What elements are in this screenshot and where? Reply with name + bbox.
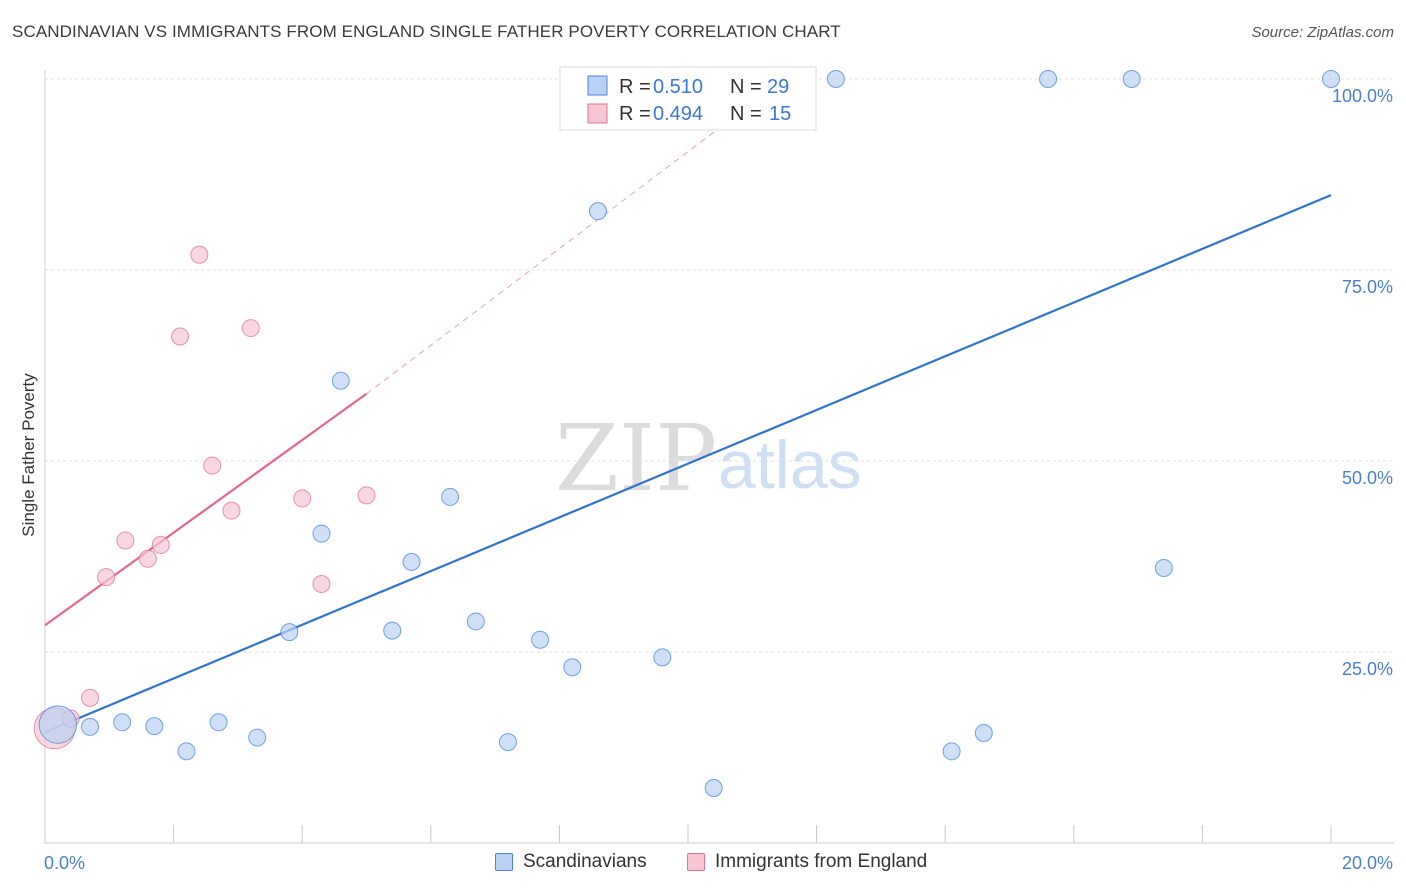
gridlines bbox=[45, 78, 1394, 653]
point-scandinavians-17 bbox=[588, 202, 607, 221]
point-scandinavians-19 bbox=[653, 648, 672, 667]
point-england-14 bbox=[357, 486, 376, 505]
point-scandinavians-16 bbox=[563, 658, 582, 677]
point-scandinavians-10 bbox=[383, 621, 402, 640]
point-scandinavians-0 bbox=[38, 705, 78, 744]
point-scandinavians-27 bbox=[1154, 558, 1173, 577]
y-tick-label-100: 100.0% bbox=[1332, 86, 1393, 106]
point-england-10 bbox=[222, 501, 241, 520]
point-england-7 bbox=[171, 327, 190, 346]
legend-r-value-1: 0.510 bbox=[653, 76, 703, 98]
point-scandinavians-24 bbox=[974, 723, 993, 742]
point-scandinavians-15 bbox=[531, 630, 550, 649]
legend-n-value-1: 29 bbox=[767, 76, 789, 98]
y-axis-label: Single Father Poverty bbox=[19, 373, 38, 537]
legend-swatch-england bbox=[587, 103, 608, 124]
point-scandinavians-28 bbox=[1322, 70, 1340, 88]
point-scandinavians-20 bbox=[704, 778, 723, 797]
point-scandinavians-7 bbox=[280, 623, 299, 642]
legend-r-value-2: 0.494 bbox=[653, 103, 703, 125]
bottom-legend-swatch-scandinavians bbox=[495, 853, 513, 871]
data-points bbox=[33, 70, 1340, 797]
x-tick-label-max: 20.0% bbox=[1342, 853, 1393, 873]
legend-swatch-scandinavians bbox=[587, 75, 608, 96]
point-england-8 bbox=[190, 245, 209, 264]
point-scandinavians-13 bbox=[466, 612, 485, 631]
chart-source: Source: ZipAtlas.com bbox=[1251, 24, 1394, 41]
point-scandinavians-4 bbox=[177, 742, 196, 761]
point-england-5 bbox=[138, 549, 157, 568]
point-scandinavians-3 bbox=[145, 717, 164, 736]
y-tick-label-50: 50.0% bbox=[1342, 468, 1393, 488]
legend-n-label-1: N = bbox=[730, 76, 762, 98]
point-scandinavians-14 bbox=[498, 733, 517, 752]
point-england-13 bbox=[312, 575, 331, 594]
point-scandinavians-1 bbox=[81, 717, 100, 736]
point-scandinavians-5 bbox=[209, 713, 228, 732]
point-england-2 bbox=[81, 688, 100, 707]
x-tick-label-min: 0.0% bbox=[44, 853, 85, 873]
trend-line-england bbox=[44, 392, 368, 627]
point-scandinavians-12 bbox=[441, 487, 460, 506]
y-tick-label-75: 75.0% bbox=[1342, 277, 1393, 297]
y-tick-label-25: 25.0% bbox=[1342, 659, 1393, 679]
bottom-legend-scandinavians: Scandinavians bbox=[495, 851, 647, 873]
legend-r-label-2: R = bbox=[619, 103, 651, 125]
point-scandinavians-26 bbox=[1122, 70, 1141, 88]
legend-n-value-2: 15 bbox=[769, 103, 791, 125]
point-scandinavians-11 bbox=[402, 552, 421, 571]
bottom-legend-swatch-england bbox=[687, 853, 705, 871]
point-england-12 bbox=[293, 489, 312, 508]
legend-n-label-2: N = bbox=[730, 103, 762, 125]
watermark-zip: ZIP bbox=[555, 405, 717, 512]
watermark: ZIP atlas bbox=[555, 405, 862, 512]
trend-lines bbox=[44, 78, 1332, 734]
point-england-9 bbox=[203, 456, 222, 475]
legend-r-label-1: R = bbox=[619, 76, 651, 98]
trend-line-scandinavians bbox=[44, 194, 1332, 734]
x-tick-labels: 0.0% 20.0% bbox=[44, 853, 1393, 873]
y-tick-labels: 25.0% 50.0% 75.0% 100.0% bbox=[1332, 86, 1393, 679]
point-scandinavians-22 bbox=[826, 70, 845, 88]
point-scandinavians-23 bbox=[942, 742, 961, 761]
point-england-6 bbox=[151, 536, 170, 555]
point-england-3 bbox=[97, 568, 116, 587]
bottom-legend-label-scandinavians: Scandinavians bbox=[523, 851, 647, 872]
watermark-atlas: atlas bbox=[718, 427, 862, 503]
bottom-legend-england: Immigrants from England bbox=[687, 851, 927, 873]
bottom-legend-label-england: Immigrants from England bbox=[715, 851, 928, 872]
legend: R = 0.510 N = 29 R = 0.494 N = 15 bbox=[559, 66, 817, 131]
chart-title: SCANDINAVIAN VS IMMIGRANTS FROM ENGLAND … bbox=[12, 22, 841, 41]
point-scandinavians-2 bbox=[113, 713, 132, 732]
point-scandinavians-6 bbox=[248, 728, 267, 747]
point-england-11 bbox=[241, 319, 260, 338]
point-scandinavians-8 bbox=[312, 524, 331, 543]
point-scandinavians-25 bbox=[1039, 70, 1058, 88]
point-england-4 bbox=[116, 531, 135, 550]
point-scandinavians-9 bbox=[331, 371, 350, 390]
